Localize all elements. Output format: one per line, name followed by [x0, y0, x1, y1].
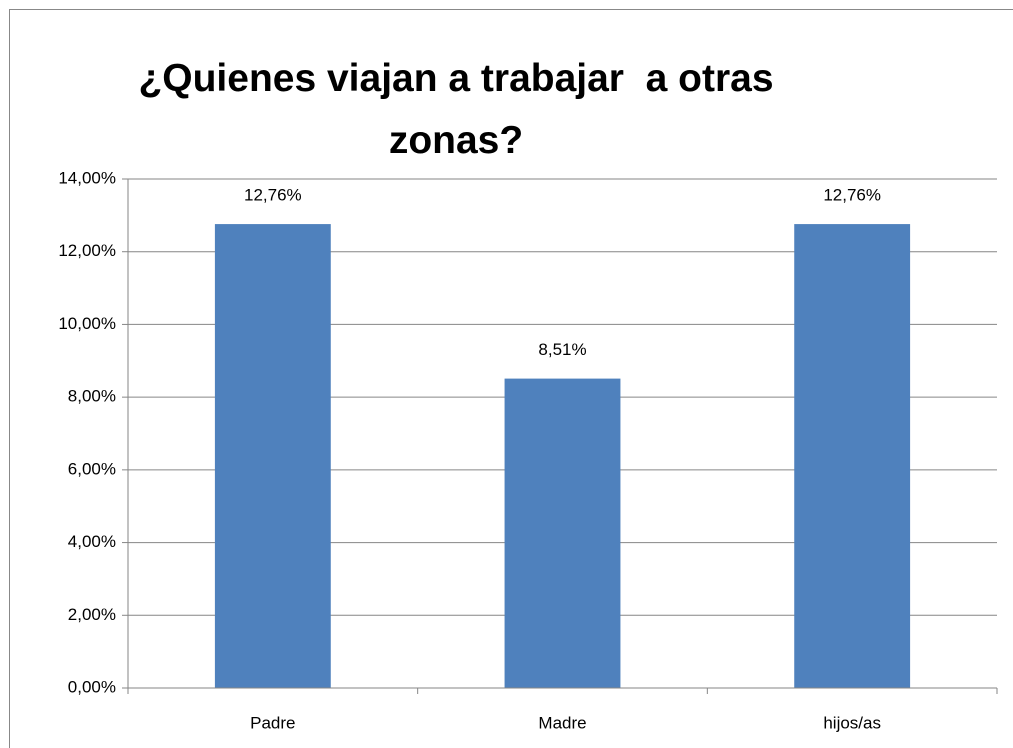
x-tick-label: hijos/as: [823, 713, 881, 732]
data-label: 12,76%: [244, 186, 302, 205]
y-tick-label: 0,00%: [68, 677, 116, 696]
y-tick-label: 14,00%: [58, 168, 116, 187]
y-tick-label: 12,00%: [58, 241, 116, 260]
x-tick-label: Padre: [250, 713, 295, 732]
x-tick-label: Madre: [538, 713, 586, 732]
bar: [504, 378, 621, 688]
y-tick-label: 2,00%: [68, 605, 116, 624]
bar: [794, 224, 911, 688]
data-label: 8,51%: [538, 340, 586, 359]
y-tick-label: 10,00%: [58, 314, 116, 333]
bar: [214, 224, 331, 688]
chart-title: ¿Quienes viajan a trabajar a otras zonas…: [138, 57, 785, 162]
y-tick-label: 6,00%: [68, 459, 116, 478]
data-label: 12,76%: [823, 186, 881, 205]
chart-frame: [9, 9, 1013, 748]
y-tick-label: 4,00%: [68, 532, 116, 551]
y-tick-label: 8,00%: [68, 387, 116, 406]
